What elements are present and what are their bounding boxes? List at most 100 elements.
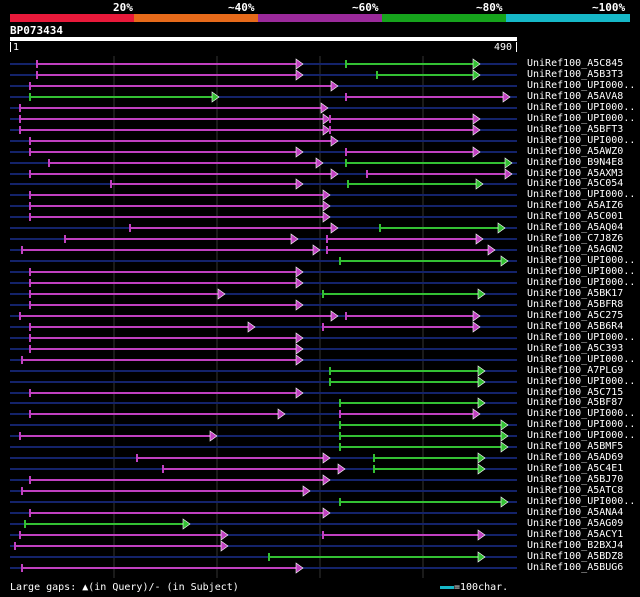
legend-label-20: 20%: [113, 1, 133, 14]
hit-label[interactable]: UniRef100_A5AGN2: [527, 244, 624, 255]
gap-legend: Large gaps: ▲(in Query)/- (in Subject): [10, 582, 239, 593]
hit-label[interactable]: UniRef100_UPI000..: [527, 113, 636, 124]
hit-label[interactable]: UniRef100_A5BFR8: [527, 299, 624, 310]
hit-label[interactable]: UniRef100_B9N4E8: [527, 157, 624, 168]
hit-label[interactable]: UniRef100_A5AG09: [527, 518, 624, 529]
hit-segment-arrow: [504, 157, 513, 169]
hit-label[interactable]: UniRef100_A5ANA4: [527, 507, 624, 518]
hit-label[interactable]: UniRef100_A5B3T3: [527, 69, 624, 80]
hit-label[interactable]: UniRef100_A5C715: [527, 387, 624, 398]
hit-segment-arrow: [322, 200, 331, 212]
hit-label[interactable]: UniRef100_UPI000..: [527, 80, 636, 91]
hit-segment-arrow: [322, 507, 331, 519]
hit-label[interactable]: UniRef100_A7PLG9: [527, 365, 624, 376]
hit-segment-arrow: [295, 69, 304, 81]
legend-label-100: ~100%: [592, 1, 626, 14]
hit-segment-arrow: [477, 551, 486, 563]
hit-segment-arrow: [290, 233, 299, 245]
hit-label[interactable]: UniRef100_A5BDZ8: [527, 551, 624, 562]
legend-label-40: ~40%: [228, 1, 255, 14]
legend-label-60: ~60%: [352, 1, 379, 14]
scale-text: =100char.: [454, 582, 509, 593]
hit-label[interactable]: UniRef100_C7J8Z6: [527, 233, 624, 244]
hit-segment-arrow: [500, 441, 509, 453]
hit-label[interactable]: UniRef100_UPI000..: [527, 430, 636, 441]
hit-segment-arrow: [295, 562, 304, 574]
legend-seg-60: [258, 14, 382, 22]
legend-seg-40: [134, 14, 258, 22]
legend-seg-80: [382, 14, 506, 22]
hit-segment-arrow: [330, 135, 339, 147]
hit-segment-arrow: [472, 321, 481, 333]
legend-seg-100: [506, 14, 630, 22]
hit-segment-arrow: [295, 387, 304, 399]
hit-label[interactable]: UniRef100_A5BK17: [527, 288, 624, 299]
hit-segment-arrow: [182, 518, 191, 530]
hit-segment-arrow: [330, 310, 339, 322]
hit-label[interactable]: UniRef100_A5AIZ6: [527, 200, 624, 211]
hit-label[interactable]: UniRef100_A5AD69: [527, 452, 624, 463]
hit-label[interactable]: UniRef100_UPI000..: [527, 266, 636, 277]
hit-label[interactable]: UniRef100_A5BFT3: [527, 124, 624, 135]
hit-label[interactable]: UniRef100_UPI000..: [527, 354, 636, 365]
hit-segment-arrow: [322, 113, 331, 125]
hit-segment-arrow: [330, 168, 339, 180]
hit-segment-arrow: [477, 365, 486, 377]
hit-label[interactable]: UniRef100_UPI000..: [527, 135, 636, 146]
hit-label[interactable]: UniRef100_UPI000..: [527, 102, 636, 113]
hit-segment-arrow: [295, 299, 304, 311]
hit-label[interactable]: UniRef100_A5C054: [527, 178, 624, 189]
hit-segment-arrow: [500, 255, 509, 267]
hit-label[interactable]: UniRef100_UPI000..: [527, 408, 636, 419]
hit-label[interactable]: UniRef100_A5BJ70: [527, 474, 624, 485]
hit-segment-arrow: [211, 91, 220, 103]
ruler-start-label: 1: [13, 42, 20, 53]
hit-label[interactable]: UniRef100_A5BMF5: [527, 441, 624, 452]
hit-segment-arrow: [295, 266, 304, 278]
hit-label[interactable]: UniRef100_UPI000..: [527, 277, 636, 288]
hit-label[interactable]: UniRef100_A5B6R4: [527, 321, 624, 332]
hit-segment-arrow: [277, 408, 286, 420]
hit-segment-arrow: [472, 146, 481, 158]
hit-segment-arrow: [477, 288, 486, 300]
hit-label[interactable]: UniRef100_A5ACY1: [527, 529, 624, 540]
hit-segment-arrow: [475, 178, 484, 190]
hit-label[interactable]: UniRef100_A5BF87: [527, 397, 624, 408]
hit-segment-arrow: [472, 69, 481, 81]
hit-label[interactable]: UniRef100_A5C393: [527, 343, 624, 354]
hit-segment-arrow: [475, 233, 484, 245]
hit-segment-arrow: [500, 430, 509, 442]
hit-label[interactable]: UniRef100_A5AWZ0: [527, 146, 624, 157]
hit-segment-arrow: [322, 211, 331, 223]
hit-label[interactable]: UniRef100_A5C845: [527, 58, 624, 69]
hit-label[interactable]: UniRef100_A5AQ04: [527, 222, 624, 233]
hit-segment-arrow: [472, 124, 481, 136]
hit-label[interactable]: UniRef100_UPI000..: [527, 255, 636, 266]
hit-segment-arrow: [330, 80, 339, 92]
hit-label[interactable]: UniRef100_A5ATC8: [527, 485, 624, 496]
hit-label[interactable]: UniRef100_B2BXJ4: [527, 540, 624, 551]
hit-segment-arrow: [295, 343, 304, 355]
hit-label[interactable]: UniRef100_A5C001: [527, 211, 624, 222]
hit-label[interactable]: UniRef100_A5C275: [527, 310, 624, 321]
hit-label[interactable]: UniRef100_UPI000..: [527, 419, 636, 430]
scale-bar: [440, 585, 454, 589]
hit-segment-arrow: [330, 222, 339, 234]
hit-label[interactable]: UniRef100_UPI000..: [527, 376, 636, 387]
identity-color-legend: [10, 14, 630, 22]
ruler-tick-end: [516, 42, 517, 52]
hit-label[interactable]: UniRef100_A5BUG6: [527, 562, 624, 573]
query-title: BP073434: [10, 24, 63, 37]
hit-label[interactable]: UniRef100_A5AVA8: [527, 91, 624, 102]
hit-label[interactable]: UniRef100_UPI000..: [527, 496, 636, 507]
hit-segment-arrow: [472, 408, 481, 420]
hit-segment-arrow: [302, 485, 311, 497]
hit-label[interactable]: UniRef100_A5C4E1: [527, 463, 624, 474]
hit-label[interactable]: UniRef100_UPI000..: [527, 189, 636, 200]
hit-segment-arrow: [472, 310, 481, 322]
hit-segment-arrow: [337, 463, 346, 475]
hit-label[interactable]: UniRef100_UPI000..: [527, 332, 636, 343]
hit-segment-arrow: [295, 178, 304, 190]
hit-label[interactable]: UniRef100_A5AXM3: [527, 168, 624, 179]
